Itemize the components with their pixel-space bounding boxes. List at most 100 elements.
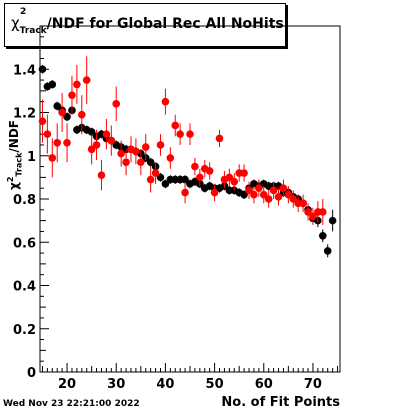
red-data-point <box>299 199 307 208</box>
red-data-point <box>171 121 180 130</box>
x-tick-label: 40 <box>156 377 174 392</box>
footer-timestamp: Wed Nov 23 22:21:00 2022 <box>3 399 140 409</box>
red-data-point <box>92 141 101 149</box>
black-data-point <box>171 175 180 184</box>
black-data-point <box>309 214 317 223</box>
y-tick-label: 1 <box>27 150 36 165</box>
black-data-point <box>58 106 66 115</box>
red-data-point <box>151 169 160 177</box>
chart-title-box: χ 2 Track/NDF for Global Rec All NoHits <box>4 3 286 47</box>
red-data-point <box>102 130 111 138</box>
red-data-point <box>269 186 278 195</box>
black-data-point <box>127 145 135 154</box>
black-data-point <box>269 182 278 190</box>
red-data-point <box>294 199 302 208</box>
black-data-point <box>53 102 62 110</box>
black-data-point <box>328 216 337 225</box>
black-data-point <box>73 126 81 134</box>
black-data-point <box>48 80 57 89</box>
red-data-point <box>141 143 150 151</box>
red-data-point <box>200 164 209 173</box>
red-data-point <box>309 212 317 221</box>
black-data-point <box>146 158 155 167</box>
black-data-point <box>294 195 302 203</box>
red-data-point <box>137 158 145 167</box>
black-data-point <box>220 182 229 190</box>
black-data-point <box>186 180 194 188</box>
black-data-point <box>68 106 76 115</box>
black-data-point <box>284 188 293 197</box>
y-tick-label: 0.4 <box>13 280 36 295</box>
title-chi-symbol: χ <box>11 14 20 32</box>
red-data-point <box>68 91 76 99</box>
black-data-point <box>250 180 258 188</box>
y-axis-label: χ2Track/NDF <box>6 120 24 260</box>
black-data-point <box>166 175 175 184</box>
red-data-point <box>235 169 243 177</box>
black-data-point <box>63 113 71 121</box>
x-tick-label: 20 <box>58 377 76 392</box>
ylabel-superscript: 2 <box>6 176 15 183</box>
red-data-point <box>210 188 219 197</box>
black-data-point <box>200 184 209 192</box>
red-data-point <box>63 138 71 147</box>
black-data-point <box>264 182 273 190</box>
red-data-point <box>215 134 224 143</box>
ylabel-chi-symbol: χ <box>7 182 21 190</box>
red-data-point <box>122 158 130 167</box>
black-data-point <box>137 149 145 158</box>
ylabel-subscript: Track <box>14 152 24 177</box>
plot-marks <box>38 56 337 258</box>
red-data-point <box>279 184 288 192</box>
black-data-point <box>205 182 214 190</box>
black-data-point <box>151 162 160 171</box>
red-data-point <box>48 154 57 162</box>
red-data-point <box>97 171 106 180</box>
x-tick-label: 70 <box>304 377 322 392</box>
red-data-point <box>274 193 283 201</box>
red-data-point <box>176 130 184 138</box>
red-data-point <box>58 108 66 117</box>
red-data-point <box>230 177 239 186</box>
y-tick-label: 0.2 <box>13 323 36 338</box>
red-data-point <box>225 173 234 182</box>
black-data-point <box>112 141 121 149</box>
red-data-point <box>220 175 229 184</box>
x-tick-label: 30 <box>107 377 125 392</box>
red-data-point <box>314 208 322 216</box>
black-data-point <box>92 132 101 141</box>
red-data-point <box>181 188 189 197</box>
black-data-point <box>102 134 111 143</box>
black-data-point <box>156 173 165 182</box>
red-data-point <box>284 190 293 199</box>
black-data-point <box>87 128 96 136</box>
y-tick-label: 1.4 <box>13 63 36 78</box>
red-data-point <box>117 149 125 158</box>
black-data-point <box>196 180 204 188</box>
black-data-point <box>43 82 52 91</box>
black-data-point <box>122 145 130 154</box>
black-data-point <box>225 186 234 195</box>
red-data-point <box>43 130 52 138</box>
black-data-point <box>230 186 239 195</box>
black-data-point <box>279 188 288 197</box>
red-data-point <box>191 162 199 171</box>
black-data-point <box>210 184 219 192</box>
black-data-point <box>117 143 125 151</box>
chart-title: χ 2 Track/NDF for Global Rec All NoHits <box>11 7 284 36</box>
red-data-point <box>112 100 121 108</box>
title-rest: /NDF for Global Rec All NoHits <box>46 16 284 32</box>
black-data-point <box>304 206 312 214</box>
red-data-point <box>245 186 253 195</box>
red-data-point <box>82 76 91 84</box>
red-data-point <box>250 190 258 199</box>
black-data-point <box>141 154 150 162</box>
black-data-point <box>107 136 116 145</box>
x-axis-label: No. of Fit Points <box>221 395 340 410</box>
black-data-point <box>97 130 106 138</box>
black-data-point <box>274 182 283 190</box>
red-data-point <box>146 175 155 184</box>
black-data-point <box>255 182 263 190</box>
